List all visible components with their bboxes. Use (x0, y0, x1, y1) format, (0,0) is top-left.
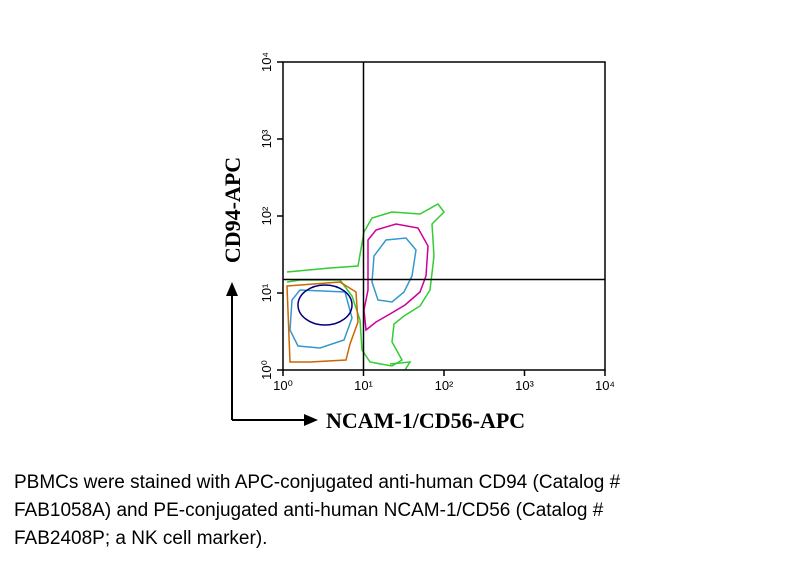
caption-line: FAB2408P; a NK cell marker). (14, 528, 267, 549)
y-tick-label: 10¹ (259, 283, 274, 302)
x-axis-label: NCAM-1/CD56-APC (326, 408, 525, 433)
axes: 10⁰ 10¹ 10² 10³ 10⁴ 10⁰ 10¹ 10² 10³ 10⁴ (259, 52, 615, 393)
y-tick-label: 10³ (259, 129, 274, 148)
contours (286, 203, 445, 371)
contour-line (297, 284, 353, 326)
contour-line (286, 203, 445, 367)
x-arrowhead (304, 414, 318, 426)
contour-line (286, 281, 359, 363)
contour-line (363, 223, 429, 332)
x-tick-label: 10¹ (354, 378, 373, 393)
x-tick-label: 10⁴ (595, 378, 615, 393)
contour-line (371, 237, 417, 303)
y-axis-label: CD94-APC (220, 157, 245, 263)
x-tick-label: 10⁰ (273, 378, 293, 393)
caption-line: FAB1058A) and PE-conjugated anti-human N… (14, 500, 604, 521)
contour-line (289, 289, 353, 349)
y-tick-label: 10⁴ (259, 52, 274, 72)
y-arrowhead (226, 282, 238, 296)
y-tick-label: 10⁰ (259, 360, 274, 380)
contour-line (389, 361, 412, 371)
x-tick-label: 10³ (515, 378, 534, 393)
caption-line: PBMCs were stained with APC-conjugated a… (14, 472, 621, 493)
x-tick-label: 10² (435, 378, 454, 393)
y-tick-label: 10² (259, 206, 274, 225)
